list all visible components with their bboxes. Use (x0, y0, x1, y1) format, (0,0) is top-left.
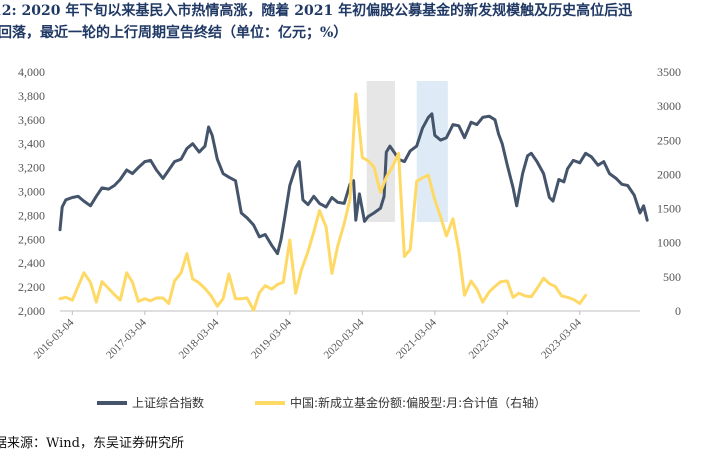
y-left-tick-label: 2,800 (18, 208, 45, 222)
y-left-tick-label: 3,400 (18, 137, 45, 151)
y-right-tick-label: 0 (675, 304, 681, 318)
y-left-tick-label: 2,000 (18, 304, 45, 318)
legend: 上证综合指数 中国:新成立基金份额:偏股型:月:合计值（右轴） (97, 395, 546, 410)
source-note: 据来源：Wind，东吴证券研究所 (0, 436, 184, 451)
x-tick-label: 2023-03-04 (539, 316, 584, 361)
y-right-tick-label: 500 (663, 270, 681, 284)
blue-band (416, 81, 448, 222)
y-left-tick-label: 3,000 (18, 185, 45, 199)
y-right-tick-label: 3000 (657, 99, 681, 113)
y-left-tick-label: 4,000 (18, 65, 45, 79)
series-line-new-fund-shares (58, 92, 588, 312)
plot-lines (58, 92, 649, 312)
legend-label-fund: 中国:新成立基金份额:偏股型:月:合计值（右轴） (290, 395, 546, 410)
y-left-tick-label: 3,600 (18, 113, 45, 127)
x-tick-label: 2018-03-04 (177, 316, 222, 361)
y-right-tick-label: 1500 (657, 202, 681, 216)
y-right-tick-label: 3500 (657, 65, 681, 79)
x-axis: 2016-03-04 2017-03-04 2018-03-04 2019-03-04… (32, 311, 584, 361)
gray-band (366, 81, 395, 222)
x-tick-label: 2022-03-04 (467, 316, 512, 361)
x-tick-label: 2019-03-04 (249, 316, 294, 361)
y-axis-left: 2,000 2,200 2,400 2,600 2,800 3,000 3,200 3,400… (18, 65, 45, 318)
y-left-tick-label: 3,200 (18, 161, 45, 175)
title-line-2: 回落，最近一轮的上行周期宣告终结（单位：亿元；%） (0, 25, 348, 41)
title-line-1: 12: 2020 年下旬以来基民入市热情高涨，随着 2021 年初偏股公募基金的… (0, 3, 633, 19)
series-line-shanghai-index (58, 112, 649, 256)
y-right-tick-label: 1000 (657, 236, 681, 250)
y-axis-right: 0 500 1000 1500 2000 2500 3000 3500 (657, 65, 681, 318)
y-left-tick-label: 2,200 (18, 280, 45, 294)
legend-label-index: 上证综合指数 (132, 395, 204, 410)
y-left-tick-label: 2,400 (18, 256, 45, 270)
highlight-bands (366, 81, 448, 222)
x-tick-label: 2020-03-04 (322, 316, 367, 361)
x-tick-label: 2017-03-04 (104, 316, 149, 361)
y-right-tick-label: 2000 (657, 167, 681, 181)
x-tick-label: 2016-03-04 (32, 316, 77, 361)
y-right-tick-label: 2500 (657, 133, 681, 147)
y-left-tick-label: 3,800 (18, 89, 45, 103)
x-tick-label: 2021-03-04 (394, 316, 439, 361)
y-left-tick-label: 2,600 (18, 232, 45, 246)
